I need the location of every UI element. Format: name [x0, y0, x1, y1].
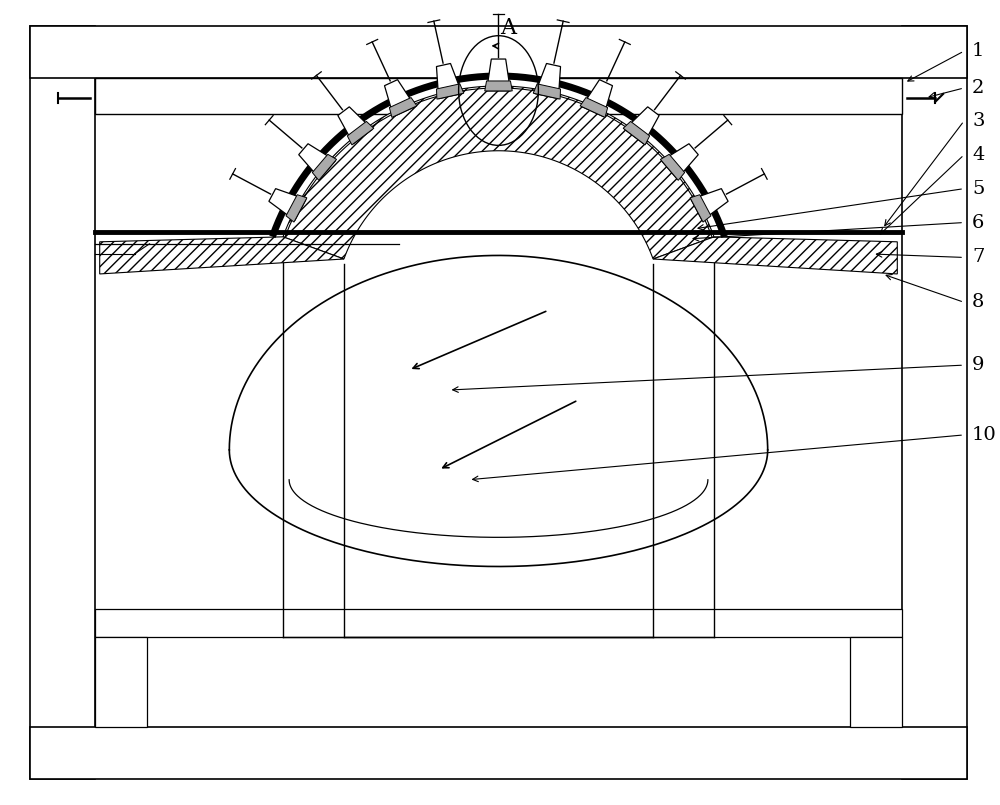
Text: 6: 6: [972, 213, 984, 232]
Text: 8: 8: [972, 293, 984, 312]
Polygon shape: [662, 144, 698, 179]
Bar: [902, 26, 967, 779]
Polygon shape: [312, 155, 337, 180]
Polygon shape: [437, 84, 464, 99]
Polygon shape: [580, 97, 608, 118]
Polygon shape: [485, 81, 512, 91]
Polygon shape: [283, 86, 714, 259]
Bar: [95, 638, 147, 727]
Polygon shape: [691, 188, 728, 221]
Polygon shape: [100, 237, 344, 274]
Text: A: A: [500, 17, 516, 39]
Text: 7: 7: [972, 249, 984, 266]
Text: 2: 2: [972, 79, 984, 97]
Polygon shape: [385, 80, 415, 117]
Polygon shape: [389, 97, 417, 118]
Polygon shape: [660, 155, 685, 180]
Polygon shape: [533, 84, 560, 99]
Polygon shape: [690, 195, 711, 222]
Polygon shape: [535, 64, 561, 99]
Bar: [95, 78, 902, 114]
Polygon shape: [286, 195, 307, 222]
Polygon shape: [436, 64, 462, 99]
Polygon shape: [347, 122, 374, 145]
Text: 1: 1: [972, 42, 984, 60]
Bar: [30, 26, 95, 779]
Text: 4: 4: [972, 146, 984, 163]
Polygon shape: [487, 59, 510, 91]
Text: 9: 9: [972, 356, 985, 374]
Polygon shape: [299, 144, 335, 179]
Text: 10: 10: [972, 426, 997, 444]
Text: 5: 5: [972, 180, 984, 198]
Polygon shape: [582, 80, 612, 117]
Bar: [95, 609, 902, 638]
Polygon shape: [269, 188, 306, 221]
Polygon shape: [653, 237, 897, 274]
Bar: [850, 638, 902, 727]
Bar: [30, 727, 967, 779]
Polygon shape: [338, 107, 372, 144]
Bar: [30, 26, 967, 78]
Polygon shape: [623, 122, 650, 145]
Text: 3: 3: [972, 112, 985, 130]
Polygon shape: [625, 107, 659, 144]
